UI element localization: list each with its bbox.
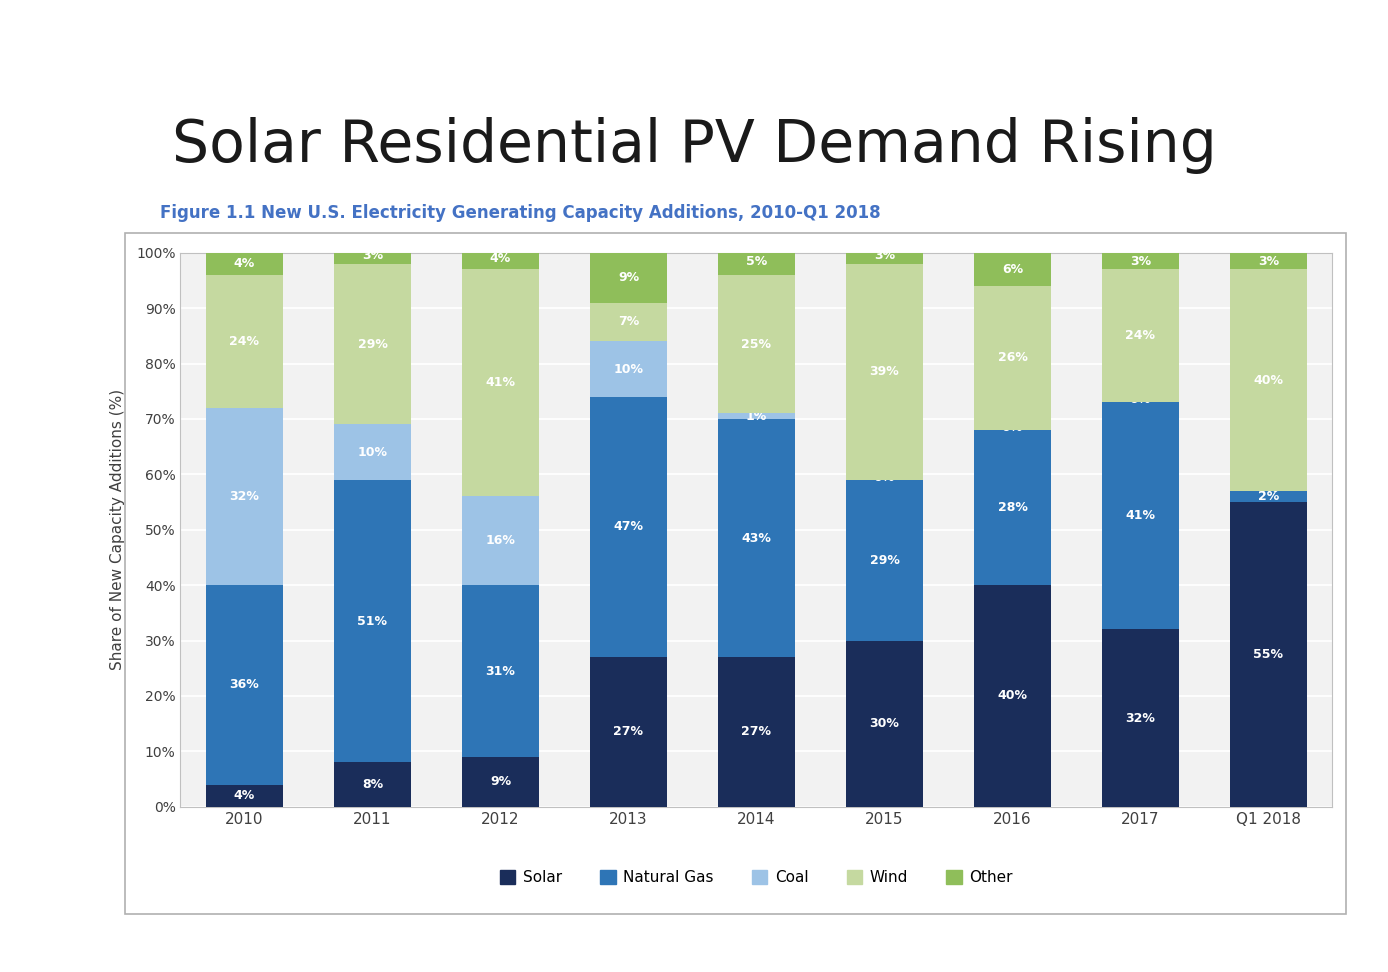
Text: 3%: 3% bbox=[874, 249, 895, 262]
Text: 40%: 40% bbox=[1253, 373, 1284, 387]
Text: 24%: 24% bbox=[229, 335, 260, 348]
Text: 16%: 16% bbox=[486, 535, 515, 547]
Text: 26%: 26% bbox=[998, 352, 1027, 364]
Text: 25%: 25% bbox=[741, 337, 772, 351]
Bar bbox=[1230, 491, 1307, 502]
Text: 0%: 0% bbox=[1130, 393, 1151, 406]
Text: 31%: 31% bbox=[486, 665, 515, 677]
Text: 5%: 5% bbox=[745, 255, 768, 267]
Text: 55%: 55% bbox=[1253, 648, 1284, 661]
Bar bbox=[335, 480, 411, 762]
Bar bbox=[718, 247, 795, 275]
Bar bbox=[205, 784, 283, 807]
Bar bbox=[1230, 269, 1307, 491]
Bar bbox=[590, 341, 666, 397]
Text: 39%: 39% bbox=[870, 365, 899, 378]
Text: 3%: 3% bbox=[1258, 255, 1278, 267]
Bar bbox=[462, 585, 539, 757]
Text: 6%: 6% bbox=[1002, 262, 1023, 276]
Text: 36%: 36% bbox=[229, 678, 260, 691]
Text: 4%: 4% bbox=[490, 252, 511, 264]
Bar bbox=[847, 263, 923, 480]
Bar bbox=[590, 397, 666, 657]
Text: 43%: 43% bbox=[741, 532, 772, 544]
Bar bbox=[1102, 402, 1178, 630]
Bar bbox=[974, 286, 1051, 430]
Bar bbox=[1102, 253, 1178, 269]
Bar bbox=[1230, 502, 1307, 807]
Text: 3%: 3% bbox=[362, 249, 383, 262]
Bar bbox=[590, 253, 666, 302]
Bar bbox=[1230, 253, 1307, 269]
Y-axis label: Share of New Capacity Additions (%): Share of New Capacity Additions (%) bbox=[110, 389, 125, 671]
Legend: Solar, Natural Gas, Coal, Wind, Other: Solar, Natural Gas, Coal, Wind, Other bbox=[494, 864, 1019, 891]
Text: 24%: 24% bbox=[1126, 330, 1155, 342]
Text: 9%: 9% bbox=[490, 776, 511, 788]
Text: 27%: 27% bbox=[741, 725, 772, 739]
Text: 27%: 27% bbox=[613, 725, 644, 739]
Text: 8%: 8% bbox=[362, 779, 383, 791]
Bar bbox=[462, 497, 539, 585]
Bar bbox=[205, 408, 283, 585]
Bar bbox=[718, 657, 795, 807]
Text: 4%: 4% bbox=[233, 258, 255, 270]
Bar bbox=[1102, 630, 1178, 807]
Bar bbox=[847, 641, 923, 807]
Bar bbox=[590, 302, 666, 341]
Text: 7%: 7% bbox=[618, 316, 638, 329]
Bar bbox=[205, 585, 283, 784]
Text: 29%: 29% bbox=[869, 554, 899, 567]
Text: 1%: 1% bbox=[745, 409, 768, 423]
Text: 10%: 10% bbox=[358, 446, 387, 459]
Bar bbox=[462, 269, 539, 497]
Text: 2%: 2% bbox=[1258, 490, 1280, 503]
Bar bbox=[462, 247, 539, 269]
Text: 30%: 30% bbox=[869, 717, 899, 730]
Bar bbox=[974, 253, 1051, 286]
Bar bbox=[718, 419, 795, 657]
Text: 10%: 10% bbox=[613, 363, 644, 375]
Bar bbox=[205, 275, 283, 408]
Text: 32%: 32% bbox=[229, 490, 260, 503]
Bar bbox=[335, 247, 411, 263]
Text: 0%: 0% bbox=[1258, 482, 1280, 495]
Text: 51%: 51% bbox=[358, 614, 387, 628]
Text: 9%: 9% bbox=[618, 271, 638, 284]
Bar bbox=[205, 253, 283, 275]
Bar bbox=[335, 762, 411, 807]
Text: Figure 1.1 New U.S. Electricity Generating Capacity Additions, 2010-Q1 2018: Figure 1.1 New U.S. Electricity Generati… bbox=[160, 204, 880, 223]
Bar bbox=[718, 413, 795, 419]
Text: 0%: 0% bbox=[874, 470, 895, 484]
Bar bbox=[974, 430, 1051, 585]
Text: 41%: 41% bbox=[1126, 509, 1155, 522]
Bar bbox=[590, 657, 666, 807]
Bar bbox=[335, 425, 411, 480]
Text: Solar Residential PV Demand Rising: Solar Residential PV Demand Rising bbox=[172, 117, 1216, 174]
Text: 32%: 32% bbox=[1126, 712, 1155, 724]
Bar bbox=[974, 585, 1051, 807]
Text: 0%: 0% bbox=[1002, 421, 1023, 434]
Text: 40%: 40% bbox=[998, 689, 1027, 703]
Bar bbox=[718, 275, 795, 413]
Text: 3%: 3% bbox=[1130, 255, 1151, 267]
Bar bbox=[847, 480, 923, 641]
Bar bbox=[462, 757, 539, 807]
Text: 4%: 4% bbox=[233, 789, 255, 802]
Text: 47%: 47% bbox=[613, 520, 644, 534]
Bar bbox=[847, 247, 923, 263]
Text: 28%: 28% bbox=[998, 502, 1027, 514]
Text: 29%: 29% bbox=[358, 337, 387, 351]
Bar bbox=[1102, 269, 1178, 402]
Text: 41%: 41% bbox=[486, 376, 515, 390]
Bar bbox=[335, 263, 411, 425]
